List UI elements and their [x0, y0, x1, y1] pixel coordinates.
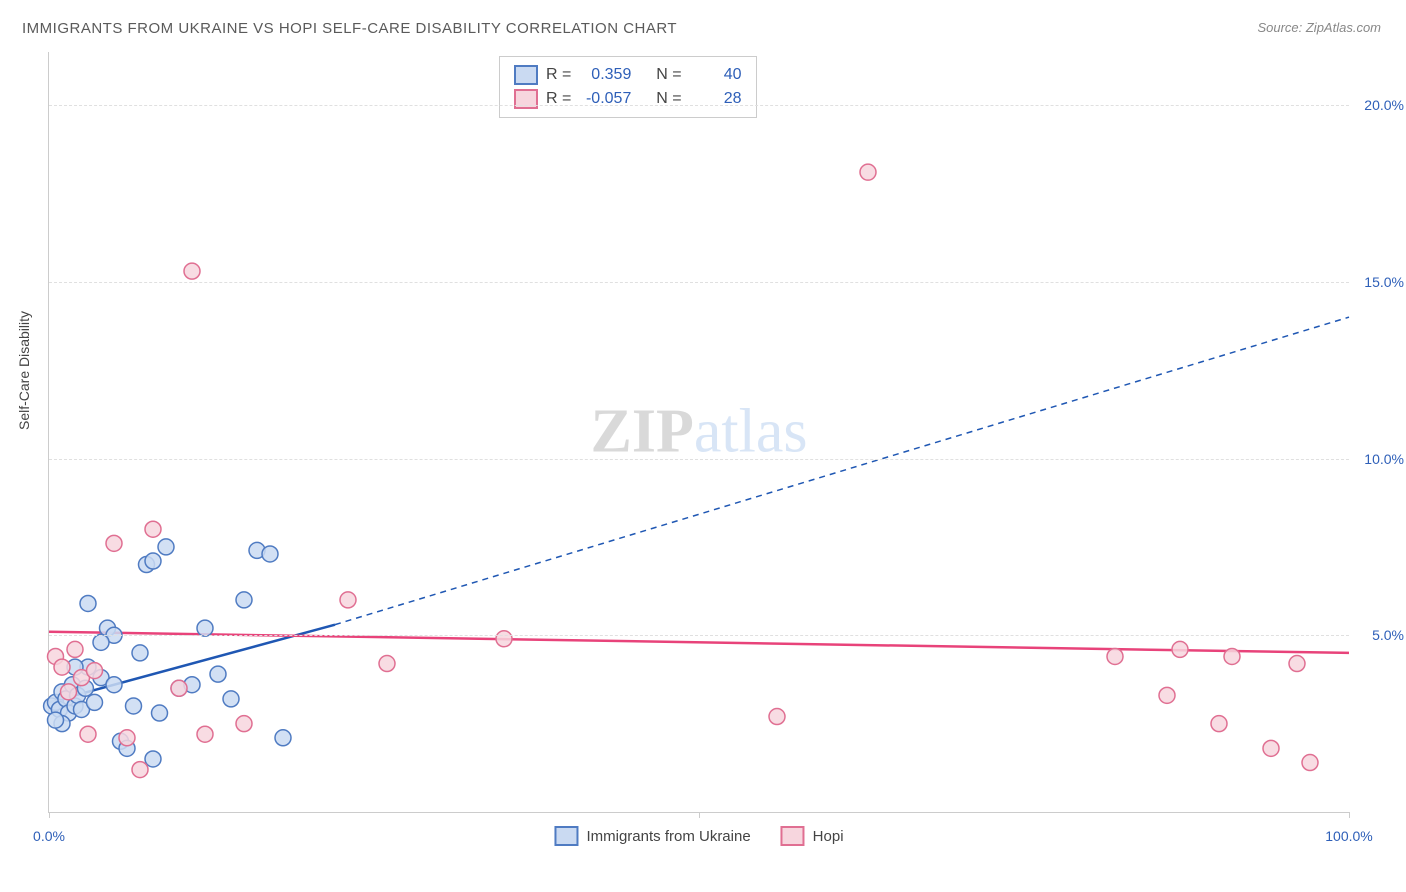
chart-title: IMMIGRANTS FROM UKRAINE VS HOPI SELF-CAR…	[22, 20, 677, 37]
x-tick	[1349, 812, 1350, 818]
source-label: Source: ZipAtlas.com	[1257, 20, 1381, 35]
y-tick-label: 15.0%	[1364, 274, 1404, 290]
x-tick-label: 0.0%	[33, 828, 65, 844]
legend-swatch-series1	[554, 826, 578, 846]
legend-item-series1: Immigrants from Ukraine	[554, 826, 750, 846]
y-tick-label: 10.0%	[1364, 451, 1404, 467]
gridline	[49, 635, 1349, 636]
scatter-svg	[49, 52, 1349, 812]
x-tick	[699, 812, 700, 818]
y-tick-label: 20.0%	[1364, 97, 1404, 113]
legend-series: Immigrants from Ukraine Hopi	[554, 826, 843, 846]
legend-swatch-series2	[781, 826, 805, 846]
gridline	[49, 282, 1349, 283]
plot-area: ZIPatlas R = 0.359 N = 40 R = -0.057 N =…	[48, 52, 1349, 813]
legend-item-series2: Hopi	[781, 826, 844, 846]
gridline	[49, 105, 1349, 106]
x-tick	[49, 812, 50, 818]
gridline	[49, 459, 1349, 460]
y-tick-label: 5.0%	[1372, 627, 1404, 643]
y-axis-label: Self-Care Disability	[16, 311, 32, 430]
x-tick-label: 100.0%	[1325, 828, 1372, 844]
